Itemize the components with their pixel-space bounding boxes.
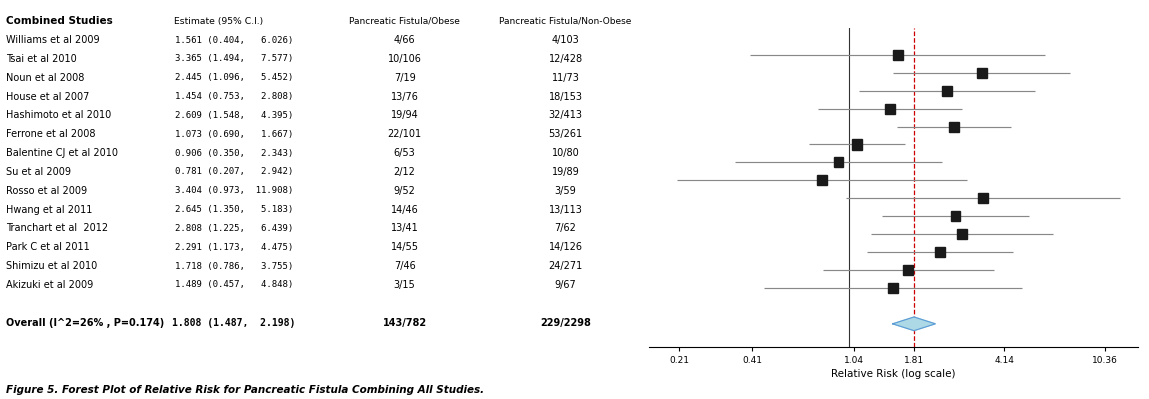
Text: 13/76: 13/76 (391, 91, 418, 101)
Text: 53/261: 53/261 (548, 129, 583, 139)
Bar (942, 86, 951, 96)
Text: 6/53: 6/53 (394, 148, 416, 158)
Text: 3/59: 3/59 (555, 186, 577, 196)
Text: 2.445 (1.096,   5.452): 2.445 (1.096, 5.452) (175, 73, 293, 82)
Text: 1.561 (0.404,   6.026): 1.561 (0.404, 6.026) (175, 36, 293, 45)
Text: 12/428: 12/428 (548, 54, 583, 64)
Text: Akizuki et al 2009: Akizuki et al 2009 (6, 280, 93, 290)
Text: Estimate (95% C.I.): Estimate (95% C.I.) (173, 17, 263, 26)
Text: 14/126: 14/126 (548, 242, 583, 252)
Text: Hwang et al 2011: Hwang et al 2011 (6, 205, 92, 215)
Text: 2.609 (1.548,   4.395): 2.609 (1.548, 4.395) (175, 111, 293, 120)
Text: 3.365 (1.494,   7.577): 3.365 (1.494, 7.577) (175, 54, 293, 63)
Text: 18/153: 18/153 (548, 91, 583, 101)
Bar (893, 50, 903, 60)
Text: 10/106: 10/106 (387, 54, 422, 64)
Text: 4/66: 4/66 (394, 35, 416, 45)
Bar (957, 229, 967, 239)
Text: 143/782: 143/782 (383, 318, 426, 328)
Bar (935, 247, 944, 257)
Text: 19/94: 19/94 (391, 111, 418, 120)
Text: 14/46: 14/46 (391, 205, 418, 215)
Text: 7/19: 7/19 (394, 73, 416, 83)
Text: Park C et al 2011: Park C et al 2011 (6, 242, 90, 252)
Text: Combined Studies: Combined Studies (6, 16, 113, 26)
Text: Su et al 2009: Su et al 2009 (6, 167, 71, 177)
Bar (949, 122, 959, 132)
Text: Balentine CJ et al 2010: Balentine CJ et al 2010 (6, 148, 117, 158)
X-axis label: Relative Risk (log scale): Relative Risk (log scale) (831, 369, 956, 379)
Text: Rosso et al 2009: Rosso et al 2009 (6, 186, 87, 196)
Text: Noun et al 2008: Noun et al 2008 (6, 73, 84, 83)
Text: 1.718 (0.786,   3.755): 1.718 (0.786, 3.755) (175, 262, 293, 271)
Text: 24/271: 24/271 (548, 261, 583, 271)
Text: 4/103: 4/103 (552, 35, 579, 45)
Text: Figure 5. Forest Plot of Relative Risk for Pancreatic Fistula Combining All Stud: Figure 5. Forest Plot of Relative Risk f… (6, 385, 484, 395)
Text: House et al 2007: House et al 2007 (6, 91, 90, 101)
Text: 2/12: 2/12 (394, 167, 416, 177)
Text: 1.073 (0.690,   1.667): 1.073 (0.690, 1.667) (175, 130, 293, 139)
Text: 9/67: 9/67 (555, 280, 577, 290)
Bar (885, 104, 895, 114)
Bar (950, 211, 961, 221)
Text: Pancreatic Fistula/Non-Obese: Pancreatic Fistula/Non-Obese (500, 17, 632, 26)
Bar (977, 68, 987, 78)
Text: 1.489 (0.457,   4.848): 1.489 (0.457, 4.848) (175, 280, 293, 289)
Text: 2.808 (1.225,   6.439): 2.808 (1.225, 6.439) (175, 224, 293, 233)
Text: 11/73: 11/73 (552, 73, 579, 83)
Text: Hashimoto et al 2010: Hashimoto et al 2010 (6, 111, 111, 120)
Text: 19/89: 19/89 (552, 167, 579, 177)
Text: Williams et al 2009: Williams et al 2009 (6, 35, 99, 45)
Text: 13/41: 13/41 (391, 223, 418, 233)
Text: Pancreatic Fistula/Obese: Pancreatic Fistula/Obese (349, 17, 460, 26)
Bar (817, 175, 827, 186)
Text: 229/2298: 229/2298 (540, 318, 591, 328)
Text: 32/413: 32/413 (548, 111, 583, 120)
Text: 7/46: 7/46 (394, 261, 416, 271)
Text: Tsai et al 2010: Tsai et al 2010 (6, 54, 77, 64)
Text: Tranchart et al  2012: Tranchart et al 2012 (6, 223, 108, 233)
Bar (834, 157, 843, 168)
Text: Ferrone et al 2008: Ferrone et al 2008 (6, 129, 95, 139)
Text: 10/80: 10/80 (552, 148, 579, 158)
Text: Overall (I^2=26% , P=0.174): Overall (I^2=26% , P=0.174) (6, 318, 164, 328)
Text: 3/15: 3/15 (394, 280, 416, 290)
Text: Shimizu et al 2010: Shimizu et al 2010 (6, 261, 97, 271)
Text: 22/101: 22/101 (387, 129, 422, 139)
Text: 1.454 (0.753,   2.808): 1.454 (0.753, 2.808) (175, 92, 293, 101)
Text: 2.645 (1.350,   5.183): 2.645 (1.350, 5.183) (175, 205, 293, 214)
Text: 7/62: 7/62 (555, 223, 577, 233)
Bar (853, 140, 862, 150)
Text: 13/113: 13/113 (548, 205, 583, 215)
Bar (903, 265, 913, 275)
Bar (888, 283, 897, 293)
Text: 1.808 (1.487,  2.198): 1.808 (1.487, 2.198) (172, 318, 295, 328)
Bar (978, 193, 988, 203)
Text: 2.291 (1.173,   4.475): 2.291 (1.173, 4.475) (175, 243, 293, 252)
Text: 3.404 (0.973,  11.908): 3.404 (0.973, 11.908) (175, 186, 293, 195)
Text: 0.906 (0.350,   2.343): 0.906 (0.350, 2.343) (175, 148, 293, 158)
Text: 9/52: 9/52 (394, 186, 416, 196)
Text: 0.781 (0.207,   2.942): 0.781 (0.207, 2.942) (175, 168, 293, 176)
Text: 14/55: 14/55 (391, 242, 418, 252)
Polygon shape (893, 317, 935, 331)
